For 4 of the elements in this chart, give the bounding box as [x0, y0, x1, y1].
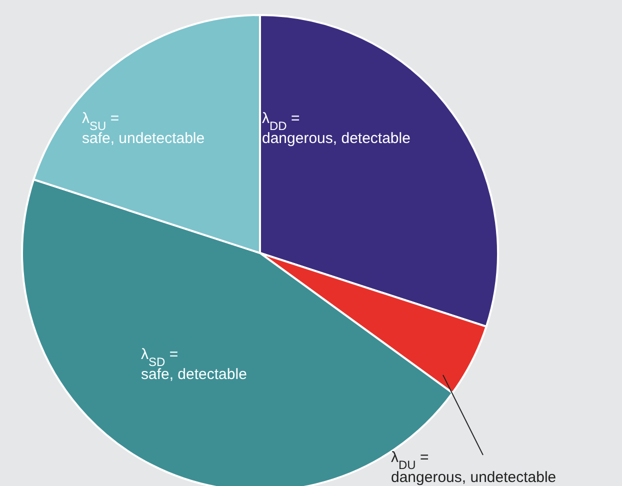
slice-label: λ$_{SD}$ = safe, detectable	[141, 346, 247, 383]
slice-label: λ$_{SU}$ = safe, undetectable	[82, 110, 205, 147]
slice-label: λ$_{DD}$ = dangerous, detectable	[262, 110, 410, 147]
slice-label: λ$_{DU}$ = dangerous, undetectable	[391, 449, 556, 486]
